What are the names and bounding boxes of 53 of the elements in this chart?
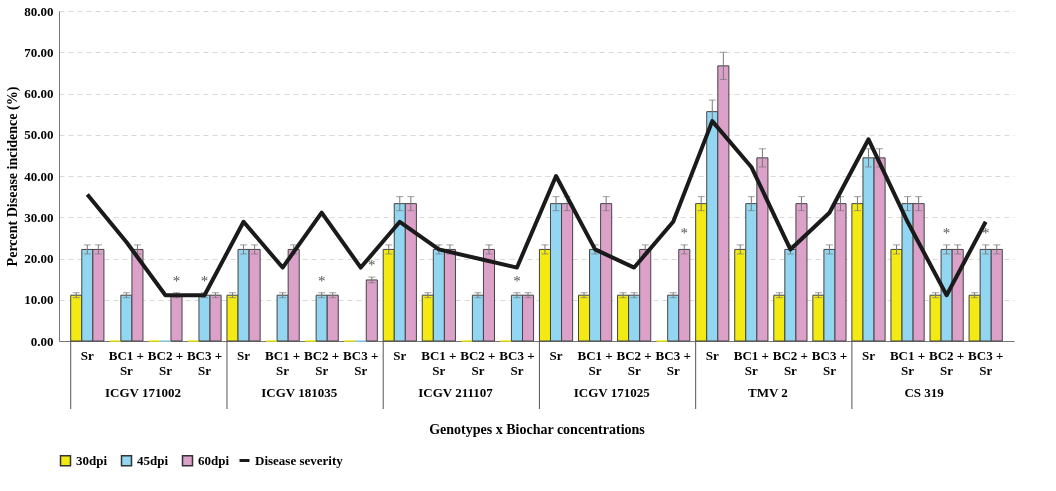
y-tick-label: 10.00 bbox=[24, 292, 54, 308]
x-tick-label: BC3 + Sr bbox=[968, 347, 1004, 378]
x-tick-label: BC2 + Sr bbox=[460, 347, 496, 378]
x-tick-label: BC2 + Sr bbox=[147, 347, 184, 378]
x-tick-label: BC2 + Sr bbox=[772, 347, 808, 378]
x-tick-label: BC1 + Sr bbox=[265, 347, 301, 378]
x-tick-label: BC1 + Sr bbox=[577, 347, 613, 378]
text: ICGV 181035 bbox=[261, 385, 338, 400]
data-label: * bbox=[981, 224, 990, 241]
text: CS 319 bbox=[904, 385, 945, 400]
x-tick-label: BC2 + Sr bbox=[616, 347, 652, 378]
x-tick-label: Sr bbox=[549, 347, 563, 363]
data-label: * bbox=[172, 272, 181, 289]
data-label: * bbox=[200, 272, 209, 289]
x-tick-label: BC2 + Sr bbox=[929, 347, 965, 378]
y-tick-label: 20.00 bbox=[24, 251, 54, 266]
data-label: * bbox=[317, 272, 326, 289]
x-axis-title: Genotypes x Biochar concentrations bbox=[429, 421, 646, 437]
legend-label: 30dpi bbox=[76, 452, 108, 468]
data-label: * bbox=[513, 272, 521, 289]
x-tick-label: Sr bbox=[237, 347, 251, 363]
data-label: * bbox=[680, 224, 689, 241]
y-tick-label: 30.00 bbox=[24, 209, 54, 225]
x-tick-label: BC3 + Sr bbox=[186, 347, 223, 378]
x-tick-label: BC1 + Sr bbox=[421, 347, 457, 378]
legend-label: 45dpi bbox=[137, 452, 169, 468]
x-tick-label: Sr bbox=[862, 347, 876, 363]
text: ICGV 171025 bbox=[573, 385, 651, 400]
x-tick-label: BC1 + Sr bbox=[889, 347, 926, 378]
text: TMV 2 bbox=[748, 385, 788, 400]
x-tick-label: BC1 + Sr bbox=[108, 347, 144, 378]
x-tick-label: Sr bbox=[705, 347, 719, 363]
x-tick-label: Sr bbox=[393, 347, 407, 363]
x-tick-label: Sr bbox=[80, 347, 95, 363]
legend-label: Disease severity bbox=[255, 452, 344, 468]
x-tick-label: BC3 + Sr bbox=[343, 347, 379, 378]
y-tick-label: 40.00 bbox=[24, 168, 54, 184]
x-tick-label: BC1 + Sr bbox=[733, 347, 769, 378]
data-label: * bbox=[942, 224, 951, 241]
data-label: * bbox=[368, 257, 376, 274]
y-tick-label: 80.00 bbox=[24, 3, 54, 19]
y-tick-label: 60.00 bbox=[24, 86, 54, 101]
y-tick-label: 70.00 bbox=[24, 44, 54, 60]
text: ICGV 171002 bbox=[104, 385, 181, 400]
legend-label: 60dpi bbox=[198, 452, 230, 468]
x-tick-label: BC3 + Sr bbox=[655, 347, 691, 378]
x-tick-label: BC3 + Sr bbox=[811, 347, 848, 378]
y-axis-title: Percent Disease incidence (%) bbox=[5, 86, 22, 267]
x-tick-label: BC3 + Sr bbox=[499, 347, 535, 378]
text: ICGV 211107 bbox=[418, 385, 494, 400]
x-tick-label: BC2 + Sr bbox=[304, 347, 340, 378]
y-tick-label: 0.00 bbox=[30, 333, 54, 349]
y-tick-label: 50.00 bbox=[24, 127, 54, 143]
